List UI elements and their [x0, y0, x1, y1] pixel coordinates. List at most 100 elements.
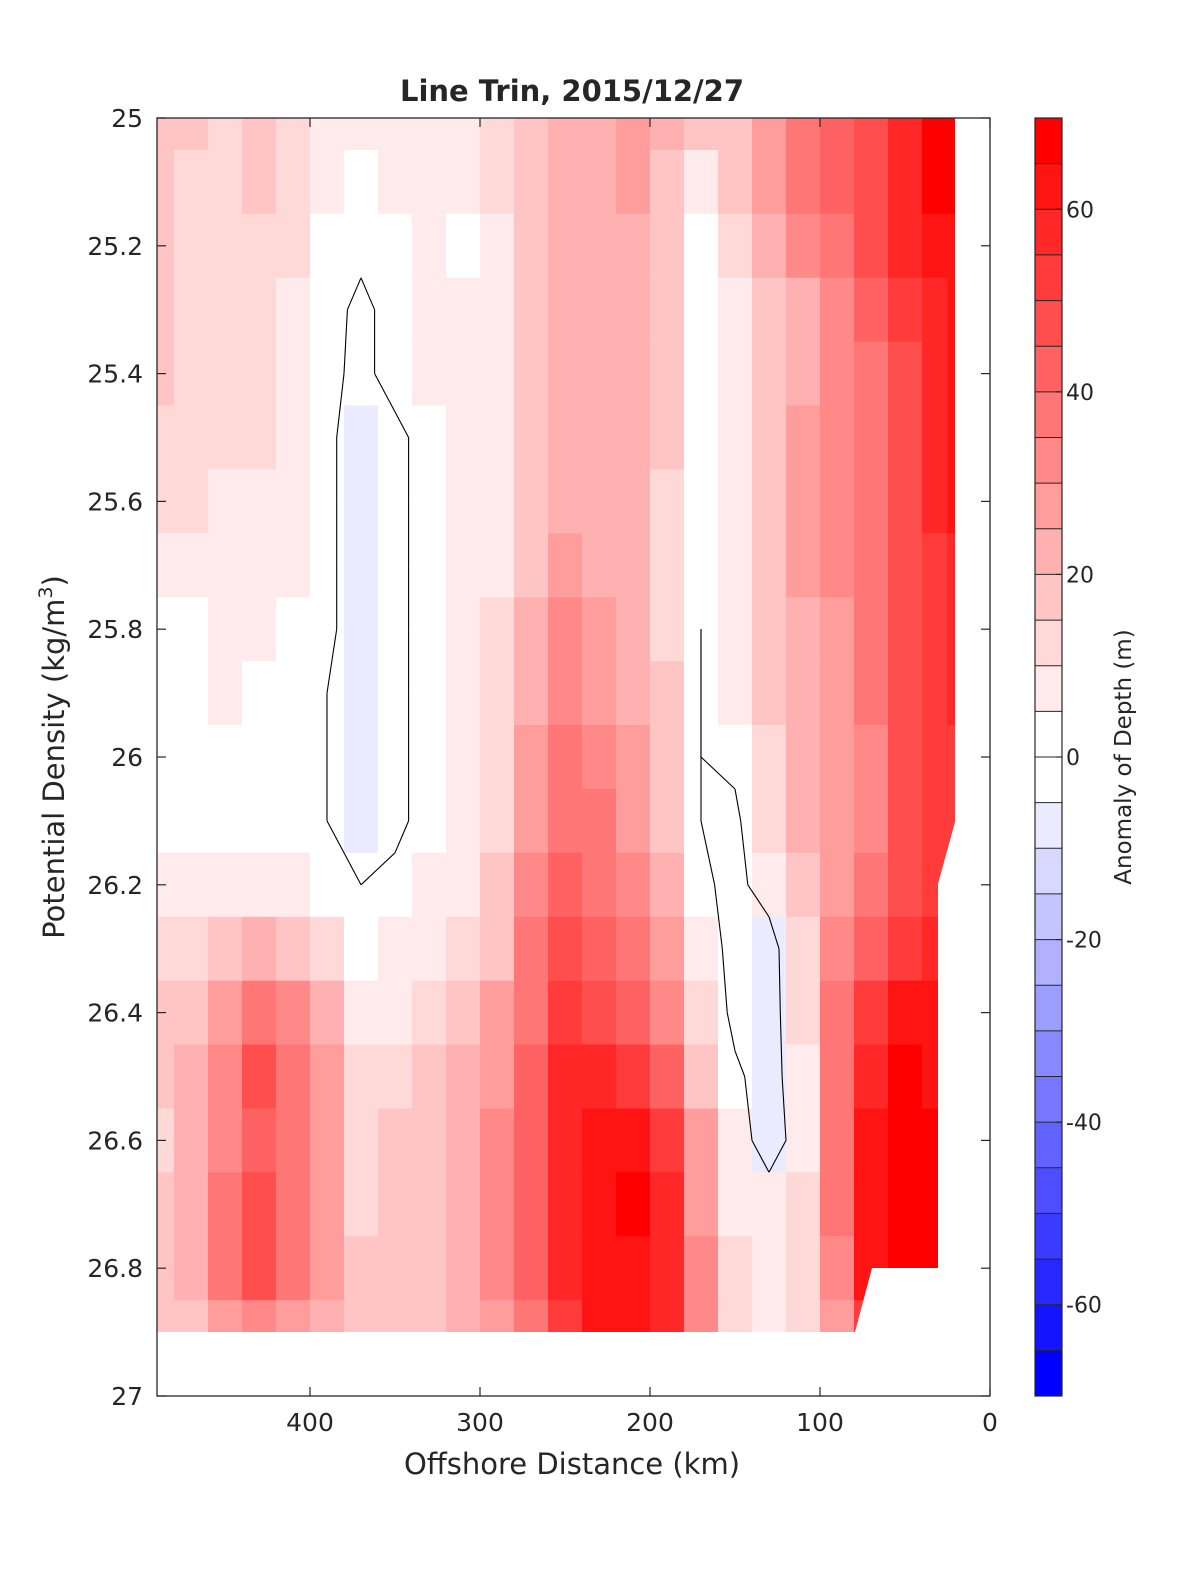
heatmap-cell: [684, 405, 719, 471]
heatmap-cell: [786, 916, 821, 982]
heatmap-cell: [718, 852, 753, 918]
heatmap-cell: [446, 1172, 481, 1237]
heatmap-cell: [888, 661, 923, 726]
heatmap-cell: [412, 469, 447, 535]
colorbar-frame: [1034, 117, 1063, 1397]
heatmap-cell: [412, 597, 447, 662]
heatmap-cell: [548, 469, 583, 535]
heatmap-cell: [344, 1108, 379, 1174]
heatmap-cell: [276, 1300, 311, 1332]
heatmap-cell: [208, 533, 243, 598]
heatmap-cell: [208, 405, 243, 471]
heatmap-cell: [922, 405, 949, 471]
heatmap-cell: [276, 1108, 311, 1174]
heatmap-cell: [344, 661, 379, 726]
heatmap-cell: [174, 1108, 209, 1174]
heatmap-cell: [378, 1044, 413, 1110]
heatmap-cell: [378, 661, 413, 726]
heatmap-cell: [174, 916, 209, 982]
heatmap-cell: [786, 789, 821, 854]
heatmap-cell: [684, 533, 719, 598]
heatmap-cell: [582, 118, 617, 151]
zero-contour-segment: [726, 1012, 736, 1052]
colorbar-band: [1035, 574, 1062, 621]
heatmap-cell: [650, 405, 685, 471]
heatmap-cell: [310, 1108, 345, 1174]
heatmap-cell: [752, 725, 787, 790]
colorbar-tick-label: 20: [1066, 563, 1094, 588]
heatmap-cell: [820, 725, 855, 790]
colorbar-band: [1035, 620, 1062, 667]
heatmap-cell: [446, 661, 481, 726]
heatmap-cell: [820, 916, 855, 982]
zero-contour-segment: [734, 1050, 746, 1077]
colorbar-band: [1035, 985, 1062, 1032]
heatmap-cell: [446, 277, 481, 343]
heatmap-cell: [208, 1300, 243, 1332]
heatmap-cell: [752, 469, 787, 535]
heatmap-cell: [616, 852, 651, 918]
heatmap-cell: [446, 1044, 481, 1110]
heatmap-cell: [786, 1172, 821, 1237]
heatmap-cell: [820, 118, 855, 151]
y-tick-label: 25: [111, 104, 143, 133]
colorbar-band: [1035, 1259, 1062, 1306]
heatmap-cell: [718, 341, 753, 407]
heatmap-cell: [276, 150, 311, 215]
heatmap-cell: [786, 533, 821, 598]
heatmap-cell: [548, 1108, 583, 1174]
heatmap-cell: [888, 725, 923, 790]
heatmap-cell: [548, 916, 583, 982]
heatmap-cell: [616, 118, 651, 151]
heatmap-cell: [854, 150, 889, 215]
zero-contour-segment: [700, 756, 736, 790]
heatmap-cell: [378, 150, 413, 215]
heatmap-cell: [242, 469, 277, 535]
heatmap-cell: [786, 661, 821, 726]
zero-contour-segment: [326, 629, 338, 694]
heatmap-cell: [854, 405, 889, 471]
heatmap-cell: [786, 852, 821, 918]
heatmap-cell: [378, 1300, 413, 1332]
heatmap-cell: [548, 661, 583, 726]
heatmap-cell: [752, 661, 787, 726]
colorbar-band: [1035, 391, 1062, 438]
y-tick-label: 26.4: [87, 999, 143, 1028]
zero-contour-segment: [360, 852, 396, 886]
heatmap-cell: [820, 789, 855, 854]
heatmap-cell: [378, 789, 413, 854]
zero-contour-segment: [781, 1076, 787, 1141]
heatmap-cell: [854, 1044, 889, 1110]
heatmap-cell: [820, 213, 855, 279]
heatmap-cell: [582, 1236, 617, 1301]
heatmap-cell: [446, 1236, 481, 1301]
heatmap-cell: [480, 980, 515, 1046]
heatmap-cell: [548, 1044, 583, 1110]
zero-contour-segment: [768, 1140, 787, 1173]
zero-contour-segment: [394, 411, 410, 438]
heatmap-cell: [548, 597, 583, 662]
zero-contour-segment: [394, 820, 410, 854]
heatmap-cell: [616, 661, 651, 726]
heatmap-cell: [650, 980, 685, 1046]
heatmap-cell: [208, 341, 243, 407]
heatmap-cell: [548, 277, 583, 343]
heatmap-cell: [344, 213, 379, 279]
heatmap-cell: [582, 469, 617, 535]
heatmap-cell: [582, 1044, 617, 1110]
zero-contour-segment: [744, 1076, 753, 1141]
heatmap-cell: [174, 1300, 209, 1332]
x-tick-label: 400: [286, 1408, 334, 1437]
heatmap-cell: [616, 1044, 651, 1110]
heatmap-cell: [208, 916, 243, 982]
zero-contour-segment: [779, 1012, 783, 1077]
heatmap-cell: [854, 277, 889, 343]
x-axis-label: Offshore Distance (km): [404, 1447, 740, 1481]
x-tick-label: 0: [982, 1408, 998, 1437]
heatmap-cell: [820, 1236, 855, 1301]
heatmap-cell: [480, 1108, 515, 1174]
heatmap-cell: [616, 213, 651, 279]
heatmap-cell: [514, 150, 549, 215]
heatmap-cell: [854, 1108, 889, 1174]
heatmap-cell: [650, 1236, 685, 1301]
